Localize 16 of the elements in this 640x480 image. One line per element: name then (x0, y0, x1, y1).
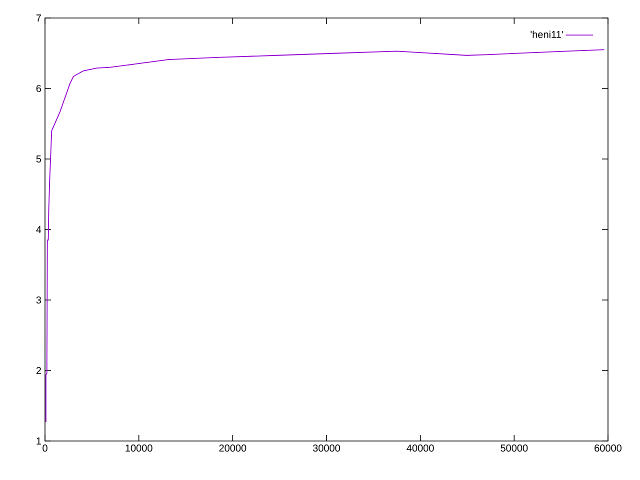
y-tick-label: 5 (36, 156, 42, 162)
y-tick-label: 1 (36, 438, 41, 444)
y-tick-label: 4 (36, 226, 42, 233)
x-tick-label: 10000 (126, 444, 152, 452)
x-tick-label: 60000 (594, 444, 622, 452)
y-tick-label: 3 (36, 296, 42, 304)
legend-label: 'heni11' (530, 30, 563, 38)
x-tick-label: 0 (42, 444, 48, 452)
y-tick-label: 2 (36, 367, 41, 374)
x-tick-label: 40000 (406, 444, 434, 452)
y-tick-label: 6 (36, 84, 42, 92)
x-tick-label: 20000 (219, 444, 246, 452)
x-tick-label: 30000 (312, 444, 340, 452)
x-tick-label: 50000 (500, 444, 528, 452)
line-series (45, 49, 605, 422)
y-tick-label: 7 (36, 14, 41, 22)
